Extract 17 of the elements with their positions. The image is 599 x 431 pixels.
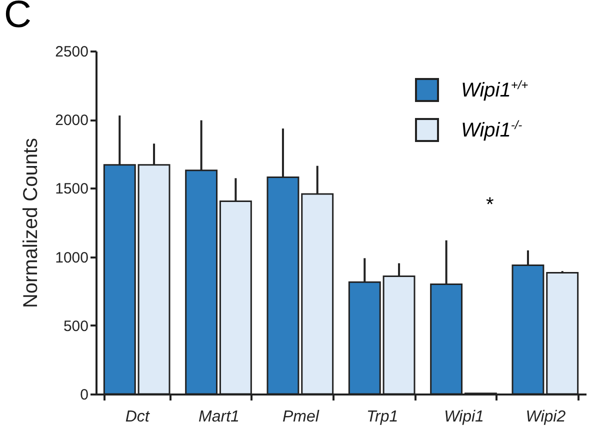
y-tick-label: 1000 xyxy=(55,249,88,266)
x-tick-label: Wipi2 xyxy=(526,408,566,426)
y-tick-label: 500 xyxy=(63,318,88,335)
y-tick-label: 2000 xyxy=(55,112,88,130)
y-tick-label: 1500 xyxy=(55,180,88,198)
text: C xyxy=(4,0,32,37)
x-tick-label: Dct xyxy=(125,408,150,426)
x-tick-label: Wipi1 xyxy=(444,408,484,426)
y-tick-label: 2500 xyxy=(55,44,88,60)
x-tick-label: Mart1 xyxy=(198,408,240,426)
y-axis-title: Normalized Counts xyxy=(20,138,42,308)
legend-label: Wipi1$^{+/+}$ xyxy=(461,78,528,102)
annotation: * xyxy=(486,194,494,217)
y-tick-label: 0 xyxy=(80,386,88,404)
legend-label: Wipi1$^{-/-}$ xyxy=(461,118,522,142)
x-tick-label: Pmel xyxy=(282,408,320,426)
x-tick-label: Trp1 xyxy=(366,408,398,426)
